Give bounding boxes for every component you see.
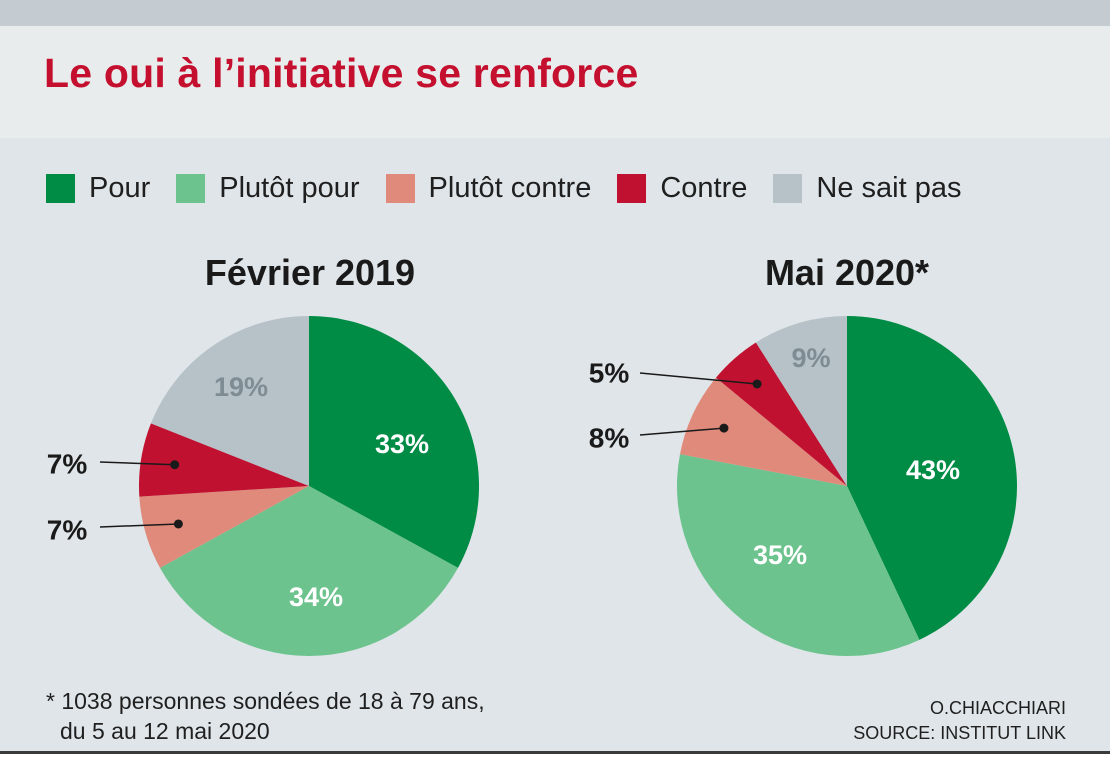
legend-item-plutot-pour: Plutôt pour xyxy=(176,171,360,205)
data-label-plutot-contre-mai-2020: 8% xyxy=(589,423,630,454)
slice-contre-fevrier-2019 xyxy=(139,423,309,497)
chart-title-fevrier-2019: Février 2019 xyxy=(204,252,416,293)
legend-swatch-ne-sait-pas xyxy=(773,173,803,203)
legend-label-plutot-pour: Plutôt pour xyxy=(219,171,360,204)
leader-line-contre-mai-2020 xyxy=(639,372,758,385)
bottom-rule xyxy=(0,751,1110,765)
legend-label-pour: Pour xyxy=(89,171,151,204)
data-label-plutot-pour-mai-2020: 35% xyxy=(753,540,807,570)
chart-title-mai-2020: Mai 2020* xyxy=(764,252,930,293)
leader-dot-plutot-contre-mai-2020 xyxy=(719,423,729,433)
data-label-ne-sait-pas-mai-2020: 9% xyxy=(791,343,830,373)
page-title: Le oui à l’initiative se renforce xyxy=(44,50,639,96)
leader-dot-contre-mai-2020 xyxy=(752,379,762,389)
slice-ne-sait-pas-fevrier-2019 xyxy=(150,316,309,486)
data-label-plutot-contre-fevrier-2019: 7% xyxy=(47,515,88,546)
slice-contre-mai-2020 xyxy=(716,342,847,486)
credits: O.CHIACCHIARI SOURCE: INSTITUT LINK xyxy=(853,696,1066,746)
data-label-pour-mai-2020: 43% xyxy=(906,455,960,485)
footnote: * 1038 personnes sondées de 18 à 79 ans,… xyxy=(46,686,485,746)
slice-plutot-contre-mai-2020 xyxy=(680,377,847,486)
slice-plutot-contre-fevrier-2019 xyxy=(139,486,309,568)
legend-swatch-plutot-pour xyxy=(176,173,206,203)
leader-dot-contre-fevrier-2019 xyxy=(170,460,180,470)
legend-swatch-plutot-contre xyxy=(385,173,415,203)
credit-author: O.CHIACCHIARI xyxy=(929,698,1066,718)
legend-item-plutot-contre: Plutôt contre xyxy=(385,171,592,205)
pie-fevrier-2019 xyxy=(139,316,480,657)
leader-dot-plutot-contre-fevrier-2019 xyxy=(173,519,183,529)
slice-ne-sait-pas-mai-2020 xyxy=(755,316,847,486)
legend-swatch-pour xyxy=(46,173,75,203)
data-label-pour-fevrier-2019: 33% xyxy=(375,429,429,459)
legend-label-contre: Contre xyxy=(660,171,748,204)
data-label-ne-sait-pas-fevrier-2019: 19% xyxy=(214,372,268,402)
credit-source: SOURCE: INSTITUT LINK xyxy=(853,723,1066,743)
pie-mai-2020 xyxy=(677,316,1017,657)
legend-swatch-contre xyxy=(617,173,647,203)
data-label-contre-mai-2020: 5% xyxy=(589,358,630,389)
data-label-contre-fevrier-2019: 7% xyxy=(47,449,88,480)
legend-label-ne-sait-pas: Ne sait pas xyxy=(816,171,962,204)
legend: Pour Plutôt pour Plutôt contre Contre Ne… xyxy=(46,168,961,208)
legend-item-ne-sait-pas: Ne sait pas xyxy=(773,172,961,205)
leader-line-plutot-contre-fevrier-2019 xyxy=(99,523,179,528)
title-band xyxy=(0,26,1110,138)
footnote-line-1: * 1038 personnes sondées de 18 à 79 ans, xyxy=(46,688,485,714)
slice-pour-fevrier-2019 xyxy=(309,316,480,568)
footnote-line-2: du 5 au 12 mai 2020 xyxy=(60,718,270,744)
top-stripe xyxy=(0,0,1110,26)
legend-item-pour: Pour xyxy=(46,172,150,205)
slice-plutot-pour-mai-2020 xyxy=(677,454,920,657)
slice-plutot-pour-fevrier-2019 xyxy=(160,486,458,657)
leader-line-plutot-contre-mai-2020 xyxy=(639,427,725,436)
leader-line-contre-fevrier-2019 xyxy=(99,461,175,466)
legend-label-plutot-contre: Plutôt contre xyxy=(428,171,592,204)
legend-item-contre: Contre xyxy=(617,172,747,205)
data-label-plutot-pour-fevrier-2019: 34% xyxy=(289,582,343,612)
slice-pour-mai-2020 xyxy=(847,316,1017,640)
